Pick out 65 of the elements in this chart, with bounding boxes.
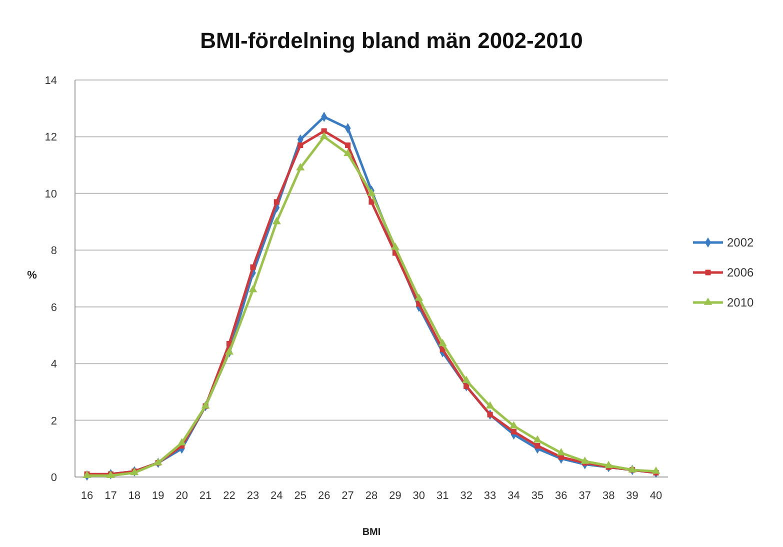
y-tick-label: 0 (50, 472, 57, 484)
point (225, 347, 234, 355)
y-tick-label: 4 (50, 358, 57, 371)
point (390, 242, 400, 250)
point (604, 460, 613, 468)
x-tick-label: 38 (602, 490, 615, 502)
y-tick-label: 14 (44, 75, 57, 87)
point (487, 412, 493, 418)
point (321, 128, 327, 134)
x-tick-label: 31 (436, 490, 449, 502)
x-tick-label: 35 (531, 490, 544, 502)
point (510, 421, 518, 428)
y-tick-label: 8 (50, 245, 57, 258)
x-tick-label: 30 (412, 490, 426, 502)
point (414, 293, 424, 301)
point (367, 188, 376, 196)
x-tick-label: 36 (555, 490, 568, 502)
x-tick-label: 16 (80, 490, 94, 502)
x-tick-label: 23 (246, 490, 260, 502)
point (296, 163, 305, 170)
x-tick-label: 21 (199, 490, 212, 502)
point (462, 376, 471, 384)
point (320, 132, 328, 140)
x-tick-label: 28 (365, 490, 378, 502)
point (250, 264, 256, 270)
point (580, 456, 590, 464)
x-tick-label: 27 (342, 490, 354, 502)
legend-label: 2002 (727, 236, 754, 250)
y-axis-title: % (27, 270, 38, 282)
chart-title: BMI-fördelning bland män 2002-2010 (200, 28, 583, 53)
x-tick-label: 26 (318, 490, 330, 502)
x-tick-label: 33 (484, 490, 496, 502)
x-tick-label: 24 (270, 490, 283, 502)
y-tick-label: 12 (44, 132, 57, 144)
point (298, 142, 304, 148)
point (274, 199, 280, 205)
y-tick-label: 2 (50, 415, 57, 428)
x-axis-title: BMI (362, 527, 381, 538)
x-tick-label: 37 (578, 490, 591, 502)
point (510, 428, 517, 434)
x-tick-label: 17 (104, 490, 117, 502)
x-tick-label: 25 (294, 490, 306, 502)
x-tick-label: 40 (650, 490, 662, 502)
point (534, 443, 540, 449)
y-tick-label: 10 (44, 188, 57, 200)
point (178, 438, 186, 446)
point (486, 401, 494, 409)
point (248, 284, 258, 292)
point (344, 148, 352, 156)
x-tick-label: 22 (223, 490, 236, 502)
point (438, 338, 447, 346)
point (652, 466, 660, 474)
x-tick-label: 34 (508, 490, 520, 502)
point (345, 142, 351, 148)
point (556, 448, 566, 456)
x-tick-label: 20 (176, 490, 188, 502)
x-tick-label: 18 (128, 490, 141, 502)
x-tick-label: 19 (152, 490, 164, 502)
x-tick-label: 29 (389, 490, 402, 502)
x-tick-label: 39 (626, 490, 638, 502)
y-tick-label: 6 (50, 302, 57, 314)
legend-label: 2010 (727, 296, 754, 310)
x-tick-label: 32 (460, 490, 472, 502)
legend-label: 2006 (727, 266, 754, 280)
point (272, 216, 281, 224)
